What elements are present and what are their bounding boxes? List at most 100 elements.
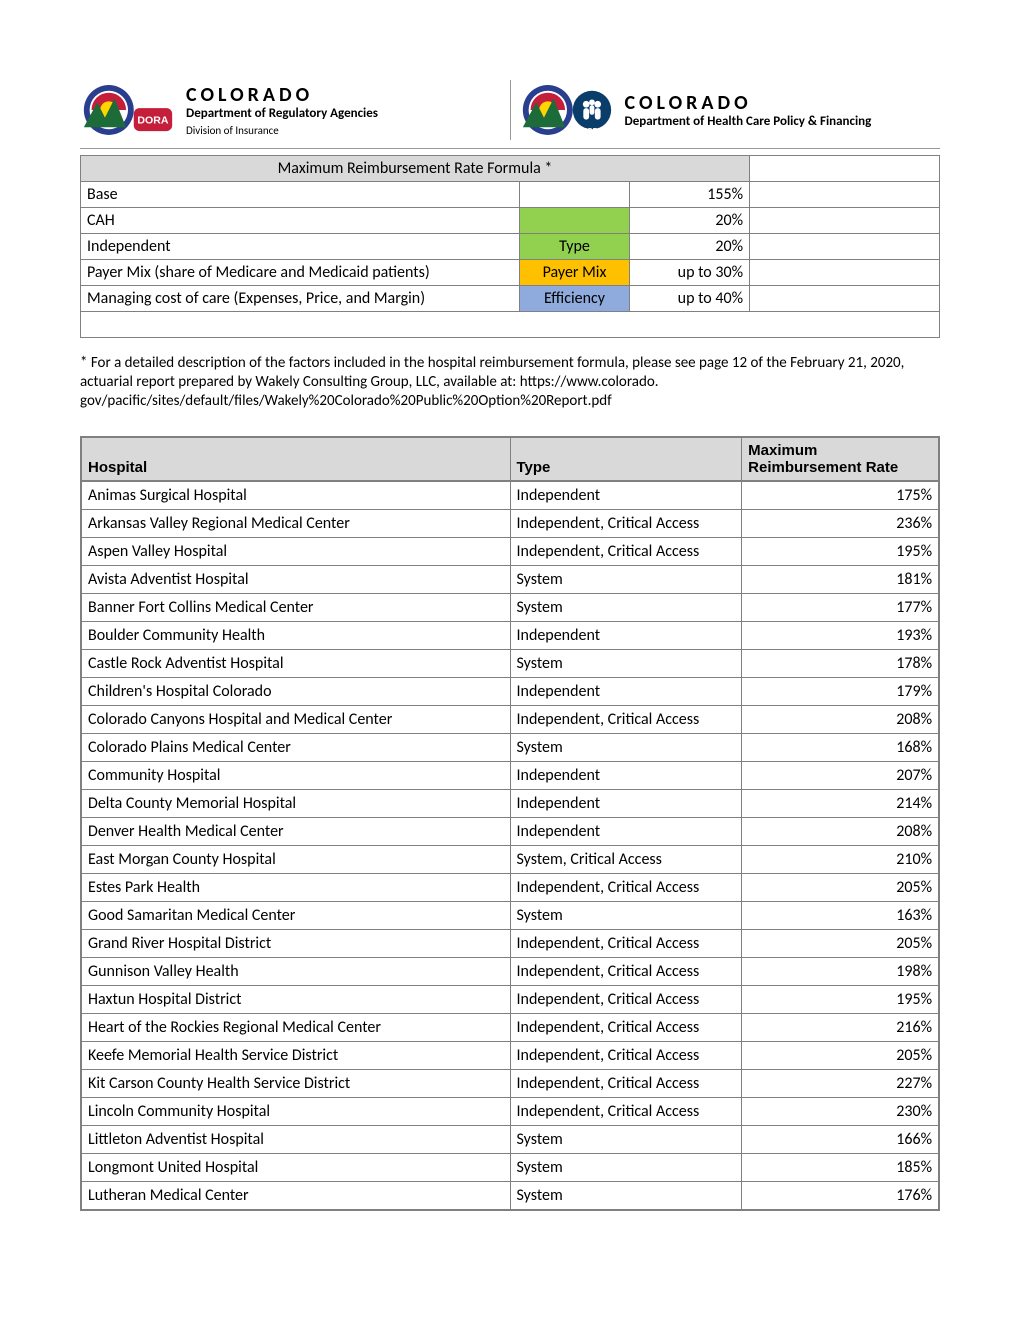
hospital-name: Grand River Hospital District [81,930,510,958]
hospital-type: System [510,650,742,678]
table-row: Good Samaritan Medical CenterSystem163% [81,902,939,930]
hospital-type: System [510,594,742,622]
formula-label: Independent [81,234,520,260]
hospital-type: System [510,566,742,594]
hospital-rate: 208% [742,818,939,846]
hospital-type: System [510,1154,742,1182]
formula-row: Managing cost of care (Expenses, Price, … [81,286,940,312]
table-row: Keefe Memorial Health Service DistrictIn… [81,1042,939,1070]
hospital-type: Independent, Critical Access [510,1014,742,1042]
hospital-rate: 207% [742,762,939,790]
hospital-name: Keefe Memorial Health Service District [81,1042,510,1070]
hospital-rate: 168% [742,734,939,762]
formula-trailing-cell [750,234,940,260]
hcpf-badge-text: HCPF [581,126,602,135]
hospital-rate: 176% [742,1182,939,1211]
formula-blank-row [81,312,940,338]
colorado-dora-logo-icon: DORA [80,80,176,140]
hospital-rate: 214% [742,790,939,818]
hospital-type: Independent, Critical Access [510,986,742,1014]
hospital-rate: 163% [742,902,939,930]
dora-dept-name: Department of Regulatory Agencies [186,107,378,121]
table-row: Community HospitalIndependent207% [81,762,939,790]
hospital-type: Independent [510,622,742,650]
hospital-rate: 227% [742,1070,939,1098]
table-row: Lutheran Medical CenterSystem176% [81,1182,939,1211]
hospital-rate: 230% [742,1098,939,1126]
hospital-type: Independent [510,481,742,510]
table-row: Animas Surgical HospitalIndependent175% [81,481,939,510]
hospital-rate: 181% [742,566,939,594]
hospital-type: System, Critical Access [510,846,742,874]
table-row: Avista Adventist HospitalSystem181% [81,566,939,594]
formula-tag: Efficiency [520,286,630,312]
formula-tag [520,182,630,208]
table-row: Haxtun Hospital DistrictIndependent, Cri… [81,986,939,1014]
hospital-name: Colorado Plains Medical Center [81,734,510,762]
formula-title: Maximum Reimbursement Rate Formula * [81,156,750,182]
table-row: Gunnison Valley HealthIndependent, Criti… [81,958,939,986]
colorado-hcpf-logo-icon: HCPF [519,80,615,140]
formula-header-row: Maximum Reimbursement Rate Formula * [81,156,940,182]
hospital-name: Haxtun Hospital District [81,986,510,1014]
formula-tag [520,208,630,234]
hospital-type: Independent, Critical Access [510,510,742,538]
hospital-header-row: Hospital Type Maximum Reimbursement Rate [81,437,939,481]
dora-logo-text: COLORADO Department of Regulatory Agenci… [186,83,378,137]
formula-row: Payer Mix (share of Medicare and Medicai… [81,260,940,286]
hospital-name: Delta County Memorial Hospital [81,790,510,818]
hospital-rate: 205% [742,874,939,902]
formula-label: Managing cost of care (Expenses, Price, … [81,286,520,312]
hcpf-logo-block: HCPF COLORADO Department of Health Care … [519,80,872,140]
formula-label: CAH [81,208,520,234]
hospital-rate: 195% [742,986,939,1014]
hospital-rate: 178% [742,650,939,678]
hospital-rate: 177% [742,594,939,622]
formula-trailing-cell [750,208,940,234]
table-row: Children's Hospital ColoradoIndependent1… [81,678,939,706]
formula-row: Base 155% [81,182,940,208]
formula-label: Base [81,182,520,208]
hospital-type: Independent, Critical Access [510,538,742,566]
state-label-right: COLORADO [625,91,872,115]
hospital-type: Independent, Critical Access [510,958,742,986]
dora-badge-text: DORA [137,114,168,126]
hospital-table: Hospital Type Maximum Reimbursement Rate… [80,436,940,1211]
formula-empty-cell [750,156,940,182]
hospital-rate: 216% [742,1014,939,1042]
formula-value: 155% [630,182,750,208]
table-row: Heart of the Rockies Regional Medical Ce… [81,1014,939,1042]
hospital-name: Good Samaritan Medical Center [81,902,510,930]
dora-division: Division of Insurance [186,124,378,137]
hospital-rate: 193% [742,622,939,650]
hospital-name: Colorado Canyons Hospital and Medical Ce… [81,706,510,734]
hospital-name: Castle Rock Adventist Hospital [81,650,510,678]
table-row: Arkansas Valley Regional Medical CenterI… [81,510,939,538]
formula-trailing-cell [750,286,940,312]
hospital-rate: 166% [742,1126,939,1154]
hospital-rate: 175% [742,481,939,510]
table-row: Lincoln Community HospitalIndependent, C… [81,1098,939,1126]
hospital-rate: 205% [742,1042,939,1070]
hospital-name: Longmont United Hospital [81,1154,510,1182]
header: DORA COLORADO Department of Regulatory A… [80,80,940,149]
hospital-rate: 198% [742,958,939,986]
hospital-name: Animas Surgical Hospital [81,481,510,510]
hospital-type: System [510,902,742,930]
formula-tag: Type [520,234,630,260]
table-row: Grand River Hospital DistrictIndependent… [81,930,939,958]
table-row: Colorado Canyons Hospital and Medical Ce… [81,706,939,734]
hospital-name: Children's Hospital Colorado [81,678,510,706]
formula-value: up to 40% [630,286,750,312]
table-row: Estes Park HealthIndependent, Critical A… [81,874,939,902]
hospital-type: Independent, Critical Access [510,1098,742,1126]
formula-row: IndependentType20% [81,234,940,260]
formula-trailing-cell [750,260,940,286]
formula-value: 20% [630,208,750,234]
state-label: COLORADO [186,83,378,107]
table-row: Aspen Valley HospitalIndependent, Critic… [81,538,939,566]
hcpf-logo-text: COLORADO Department of Health Care Polic… [625,91,872,129]
col-header-type: Type [510,437,742,481]
hospital-type: Independent, Critical Access [510,874,742,902]
hospital-rate: 179% [742,678,939,706]
